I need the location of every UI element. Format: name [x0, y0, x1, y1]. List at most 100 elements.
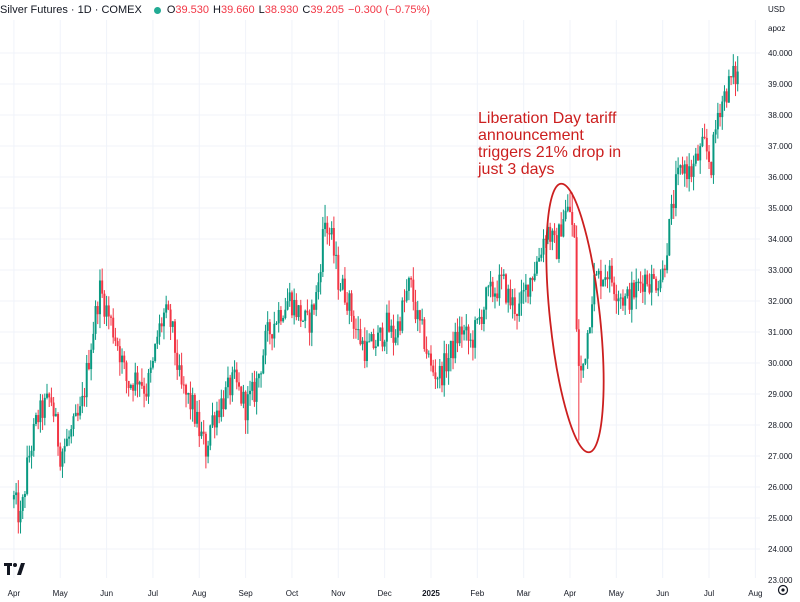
candle [652, 268, 655, 280]
candle [308, 309, 311, 346]
candle [531, 276, 534, 292]
candle [182, 376, 185, 394]
candle [610, 258, 613, 287]
y-tick-label: 31.000 [768, 328, 793, 337]
open-value: 39.530 [175, 4, 210, 16]
y-tick-label: 29.000 [768, 390, 793, 399]
candle [529, 277, 532, 305]
high-value: 39.660 [220, 4, 255, 16]
annotation-ellipse [545, 182, 605, 454]
x-tick-label: Sep [238, 589, 253, 598]
candle [151, 357, 154, 370]
candle [180, 352, 183, 389]
candle [83, 387, 86, 407]
candle [176, 339, 179, 380]
candle [209, 424, 212, 451]
candle [330, 221, 333, 240]
candle [233, 360, 236, 379]
candle [615, 284, 618, 314]
candle [414, 289, 417, 324]
candle [154, 343, 157, 363]
candle [683, 160, 686, 187]
candle [712, 131, 715, 184]
candle [460, 316, 463, 348]
x-tick-label: Jul [704, 589, 714, 598]
y-tick-label: 40.000 [768, 49, 793, 58]
candle [407, 276, 410, 301]
change-value: −0.300 (−0.75%) [348, 4, 430, 16]
candle [628, 282, 631, 315]
candle [511, 289, 514, 319]
candle [129, 383, 132, 390]
candle [509, 279, 512, 310]
candle [310, 299, 313, 347]
candle [626, 286, 629, 299]
candle [485, 286, 488, 320]
candle [156, 330, 159, 349]
candle [703, 123, 706, 140]
candle [688, 153, 691, 192]
x-tick-label: Jul [148, 589, 158, 598]
candle [436, 376, 439, 389]
candle [32, 418, 35, 457]
candle [28, 445, 31, 463]
x-tick-label: 2025 [422, 589, 440, 598]
candles [12, 54, 739, 534]
candle [81, 382, 84, 414]
candle [240, 385, 243, 406]
candle [290, 290, 293, 319]
candle [171, 320, 174, 333]
candle [458, 316, 461, 347]
candle [246, 386, 249, 434]
candle [326, 216, 329, 245]
candle [496, 280, 499, 302]
settings-gear-icon[interactable] [777, 584, 789, 596]
candle [112, 308, 115, 344]
candle [432, 359, 435, 377]
candle [57, 412, 60, 456]
candle [394, 329, 397, 346]
candle [696, 144, 699, 162]
candle [304, 309, 307, 329]
candle [19, 500, 22, 534]
scale-mode-label[interactable]: apoz [768, 24, 786, 33]
candle [200, 421, 203, 439]
candle [527, 284, 530, 304]
candle [388, 300, 391, 333]
candle [187, 392, 190, 404]
candle [79, 396, 82, 420]
candle [379, 327, 382, 342]
candle [34, 412, 37, 427]
candle [262, 349, 265, 375]
candle [346, 292, 349, 315]
candle [196, 400, 199, 428]
candle [619, 293, 622, 309]
candle [145, 383, 148, 401]
candle [116, 337, 119, 351]
y-tick-label: 26.000 [768, 483, 793, 492]
candle [109, 314, 112, 326]
candle [672, 190, 675, 219]
candle [17, 480, 20, 534]
candle [242, 384, 245, 409]
candle [65, 428, 68, 447]
candle [72, 413, 75, 437]
candle [399, 316, 402, 336]
symbol-title: Silver Futures · 1D · COMEX [0, 4, 142, 16]
chart-legend: Silver Futures · 1D · COMEX O 39.530 H 39.… [0, 0, 434, 20]
candle [489, 271, 492, 298]
currency-label[interactable]: USD [768, 5, 785, 14]
candle [403, 289, 406, 313]
candle [41, 394, 44, 431]
candle [158, 314, 161, 345]
candle [553, 223, 556, 243]
candle [480, 309, 483, 331]
candle [606, 271, 609, 289]
candle [685, 156, 688, 188]
candle [447, 344, 450, 385]
candle [602, 278, 605, 287]
candle [454, 322, 457, 364]
low-label: L [258, 4, 265, 16]
candle [189, 381, 192, 420]
